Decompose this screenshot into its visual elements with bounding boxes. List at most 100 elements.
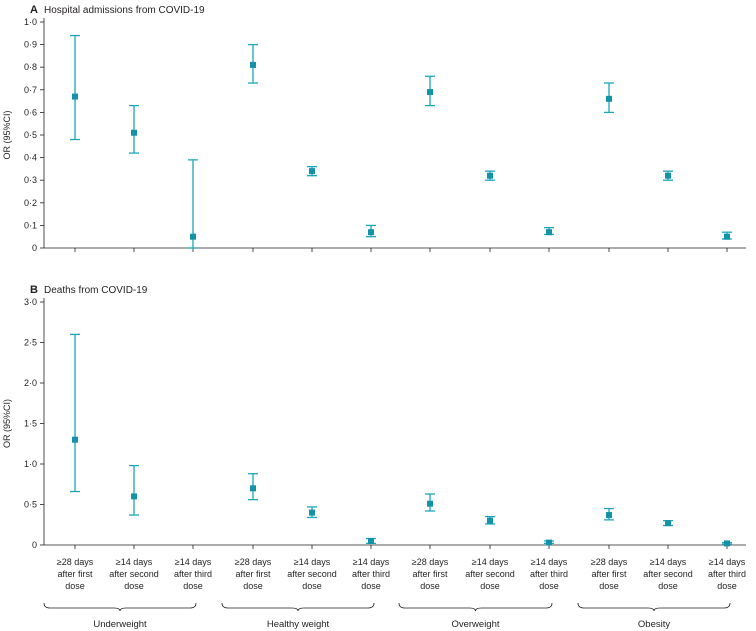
y-tick-label: 0·9 (24, 40, 37, 50)
point-marker (309, 168, 315, 175)
y-tick-label: 0·3 (24, 175, 37, 185)
y-tick-label: 2·0 (24, 378, 37, 388)
data-point (722, 231, 732, 240)
point-marker (309, 509, 315, 516)
y-axis-title: OR (95%CI) (2, 399, 12, 448)
x-category-label: ≥14 days (116, 557, 153, 567)
point-marker (546, 229, 552, 236)
x-category-label: ≥14 days (472, 557, 509, 567)
x-category-label: ≥14 days (650, 557, 687, 567)
data-point (663, 520, 673, 527)
point-marker (665, 520, 671, 527)
x-category-label: dose (183, 581, 203, 591)
data-point (604, 82, 614, 114)
y-tick-label: 0 (32, 540, 37, 550)
x-category-label: ≥14 days (353, 557, 390, 567)
group-label: Underweight (93, 619, 147, 630)
data-point (70, 333, 80, 493)
panel-a-hospital-admissions: A Hospital admissions from COVID-19 0 0·1 0·… (2, 4, 746, 253)
y-tick-label: 0·5 (24, 500, 37, 510)
data-point (604, 507, 614, 521)
y-tick-label: 2·5 (24, 338, 37, 348)
x-category-label: after first (235, 569, 271, 579)
point-marker (190, 233, 196, 240)
x-category-label: after second (643, 569, 693, 579)
group-brace (43, 602, 197, 612)
data-point (366, 224, 376, 238)
x-category-label: dose (717, 581, 737, 591)
point-marker (368, 537, 374, 544)
y-tick-label: 3·0 (24, 297, 37, 307)
x-category-label: dose (65, 581, 85, 591)
y-tick-label: 0·1 (24, 220, 37, 230)
point-marker (72, 93, 78, 100)
x-category-label: after first (412, 569, 448, 579)
x-category-label: after third (352, 569, 390, 579)
data-point (129, 104, 139, 154)
point-marker (427, 89, 433, 96)
x-category-label: after third (174, 569, 212, 579)
y-tick-label: 1·5 (24, 419, 37, 429)
x-category-label: after first (591, 569, 627, 579)
x-category-label: dose (539, 581, 559, 591)
point-marker (487, 517, 493, 524)
point-marker (487, 172, 493, 179)
data-point (722, 540, 732, 547)
x-axis-categories: ≥28 days after first dose ≥14 days after sec… (43, 557, 746, 630)
point-marker (131, 129, 137, 136)
x-category-label: after second (465, 569, 515, 579)
data-point (425, 493, 435, 512)
data-point (248, 473, 258, 501)
point-marker (250, 485, 256, 492)
point-marker (724, 233, 730, 240)
data-point (129, 464, 139, 516)
x-category-label: dose (658, 581, 678, 591)
data-point (307, 165, 317, 177)
point-marker (131, 493, 137, 500)
x-category-label: ≥28 days (591, 557, 628, 567)
y-tick-label: 0·4 (24, 153, 37, 163)
x-category-label: dose (243, 581, 263, 591)
x-category-label: ≥14 days (175, 557, 212, 567)
point-marker (606, 512, 612, 519)
x-category-label: dose (480, 581, 500, 591)
panel-letter: A (30, 4, 38, 16)
point-marker (606, 95, 612, 102)
x-category-label: dose (302, 581, 322, 591)
point-marker (368, 229, 374, 236)
x-category-label: after third (708, 569, 746, 579)
y-tick-label: 0 (32, 243, 37, 253)
group-brace (221, 602, 375, 612)
point-marker (72, 436, 78, 443)
point-marker (724, 540, 730, 547)
x-category-label: after second (109, 569, 159, 579)
x-category-label: after third (530, 569, 568, 579)
y-tick-label: 0·2 (24, 198, 37, 208)
group-label: Obesity (638, 619, 670, 630)
y-tick-label: 0·6 (24, 107, 37, 117)
x-category-label: ≥28 days (57, 557, 94, 567)
point-marker (665, 172, 671, 179)
point-marker (546, 539, 552, 546)
panel-letter: B (30, 284, 38, 296)
data-point (485, 170, 495, 181)
group-label: Overweight (451, 619, 499, 630)
data-point (663, 170, 673, 181)
data-point (485, 516, 495, 525)
y-tick-label: 0·8 (24, 62, 37, 72)
group-brace (398, 602, 553, 612)
data-point (544, 539, 554, 546)
x-category-label: dose (124, 581, 144, 591)
panel-title: Hospital admissions from COVID-19 (44, 5, 205, 16)
y-tick-label: 0·7 (24, 85, 37, 95)
data-point (307, 506, 317, 519)
x-category-label: ≥14 days (709, 557, 746, 567)
x-category-label: after second (287, 569, 337, 579)
data-point (366, 537, 376, 545)
x-category-label: after first (57, 569, 93, 579)
group-brace (577, 602, 731, 612)
data-point (70, 34, 80, 141)
group-label: Healthy weight (267, 619, 330, 630)
x-category-label: dose (599, 581, 619, 591)
